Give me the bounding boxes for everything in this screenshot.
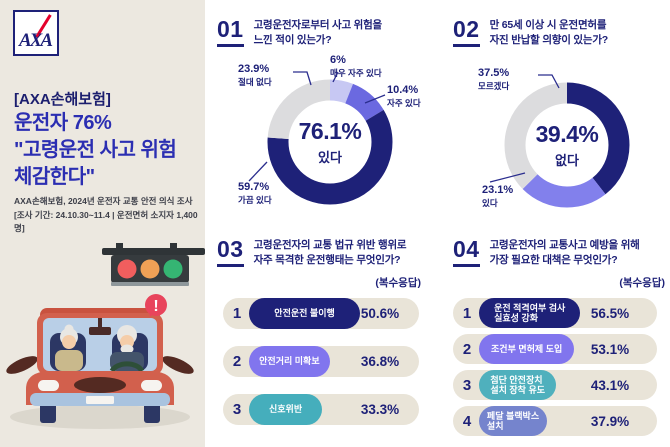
section-04-header: 04 고령운전자의 교통사고 예방을 위해 가장 필요한 대책은 무엇인가? — [453, 238, 670, 267]
section-01-header: 01 고령운전자로부터 사고 위험을 느낀 적이 있는가? — [217, 18, 449, 47]
headline: 운전자 76% "고령운전 사고 위험 체감한다" — [14, 110, 177, 191]
company-tag: [AXA손해보험] — [14, 91, 111, 108]
bar-fill: 안전운전 불이행 — [249, 298, 361, 330]
section-title: 고령운전자의 교통 법규 위반 행위로 자주 목격한 운전행태는 무엇인가? — [253, 239, 407, 266]
rank-number: 4 — [462, 412, 472, 430]
rank-number: 1 — [232, 305, 242, 323]
svg-text:!: ! — [153, 298, 158, 315]
bar-rows: 운전 적격여부 검사 실효성 강화 1 56.5% 조건부 면허제 도입 2 5… — [453, 298, 657, 437]
traffic-light-icon — [102, 243, 205, 286]
section-03: 03 고령운전자의 교통 법규 위반 행위로 자주 목격한 운전행태는 무엇인가… — [217, 238, 449, 440]
brand-panel: AXA [AXA손해보험] 운전자 76% "고령운전 사고 위험 체감한다" … — [0, 0, 205, 447]
bar-value: 36.8% — [360, 354, 400, 370]
bar-fill: 신호위반 — [249, 394, 323, 426]
bar-value: 50.6% — [360, 306, 400, 322]
section-02-header: 02 만 65세 이상 시 운전면허를 자진 반납할 의향이 있는가? — [453, 18, 670, 47]
multi-answer-note: (복수응답) — [619, 277, 665, 290]
rank-number: 3 — [232, 401, 242, 419]
bar-value: 56.5% — [590, 305, 630, 321]
rank-number: 2 — [462, 340, 472, 358]
rank-number: 3 — [462, 376, 472, 394]
section-04: 04 고령운전자의 교통사고 예방을 위해 가장 필요한 대책은 무엇인가? (… — [453, 238, 670, 440]
segment-callout: 6% 매우 자주 있다 — [330, 54, 382, 78]
bar-value: 53.1% — [590, 341, 630, 357]
survey-subtitle-line: [조사 기간: 24.10.30~11.4 | 운전면허 소지자 1,400명] — [14, 209, 198, 234]
rank-number: 1 — [462, 304, 472, 322]
bar-row: 조건부 면허제 도입 2 53.1% — [453, 334, 657, 365]
multi-answer-note: (복수응답) — [375, 277, 421, 290]
bar-row: 안전운전 불이행 1 50.6% — [223, 298, 419, 330]
bar-fill: 첨단 안전장치 설치 장착 유도 — [479, 370, 557, 401]
bar-value: 43.1% — [590, 377, 630, 393]
charts-area: 01 고령운전자로부터 사고 위험을 느낀 적이 있는가? 76.1% 있다 6… — [205, 0, 670, 447]
bar-fill: 안전거리 미확보 — [249, 346, 330, 378]
car-with-elderly-couple — [6, 308, 194, 423]
axa-logo: AXA — [13, 10, 59, 56]
section-number: 02 — [453, 18, 480, 47]
section-02: 02 만 65세 이상 시 운전면허를 자진 반납할 의향이 있는가? 39.4… — [453, 18, 670, 228]
segment-callout: 37.5% 모르겠다 — [478, 67, 510, 91]
section-number: 03 — [217, 238, 244, 267]
bar-row: 운전 적격여부 검사 실효성 강화 1 56.5% — [453, 298, 657, 329]
bar-value: 33.3% — [360, 402, 400, 418]
bar-row: 첨단 안전장치 설치 장착 유도 3 43.1% — [453, 370, 657, 401]
bar-value: 37.9% — [590, 413, 630, 429]
car-shadow — [10, 405, 190, 429]
bar-fill: 조건부 면허제 도입 — [479, 334, 575, 365]
survey-subtitle-line: AXA손해보험, 2024년 운전자 교통 안전 의식 조사 — [14, 196, 193, 206]
bar-row: 페달 블랙박스 설치 4 37.9% — [453, 406, 657, 437]
segment-callout: 23.9% 절대 없다 — [238, 63, 272, 87]
segment-callout: 10.4% 자주 있다 — [387, 84, 421, 108]
donut-chart-01: 76.1% 있다 — [265, 77, 395, 207]
elderly-driver-illustration: ! — [6, 243, 205, 429]
alert-icon: ! — [145, 294, 167, 317]
rank-number: 2 — [232, 353, 242, 371]
section-number: 04 — [453, 238, 480, 267]
section-03-header: 03 고령운전자의 교통 법규 위반 행위로 자주 목격한 운전행태는 무엇인가… — [217, 238, 449, 267]
bar-fill: 운전 적격여부 검사 실효성 강화 — [479, 298, 581, 329]
section-title: 고령운전자로부터 사고 위험을 느낀 적이 있는가? — [253, 19, 383, 46]
section-number: 01 — [217, 18, 244, 47]
headline-line: "고령운전 사고 위험 — [14, 139, 177, 161]
segment-callout: 23.1% 있다 — [482, 184, 514, 208]
segment-callout: 59.7% 가끔 있다 — [238, 181, 272, 205]
bar-fill: 페달 블랙박스 설치 — [479, 406, 548, 437]
section-title: 고령운전자의 교통사고 예방을 위해 가장 필요한 대책은 무엇인가? — [489, 239, 640, 266]
bar-row: 신호위반 3 33.3% — [223, 394, 419, 426]
survey-subtitle: AXA손해보험, 2024년 운전자 교통 안전 의식 조사 [조사 기간: 2… — [14, 195, 205, 236]
bar-row: 안전거리 미확보 2 36.8% — [223, 346, 419, 378]
headline-line: 체감한다" — [14, 166, 95, 188]
section-01: 01 고령운전자로부터 사고 위험을 느낀 적이 있는가? 76.1% 있다 6… — [217, 18, 449, 228]
bar-rows: 안전운전 불이행 1 50.6% 안전거리 미확보 2 36.8% 신호위반 3… — [223, 298, 419, 426]
axa-logo-text: AXA — [19, 30, 53, 51]
donut-chart-02: 39.4% 없다 — [502, 80, 632, 210]
headline-line: 운전자 76% — [14, 112, 112, 134]
section-title: 만 65세 이상 시 운전면허를 자진 반납할 의향이 있는가? — [489, 19, 609, 46]
